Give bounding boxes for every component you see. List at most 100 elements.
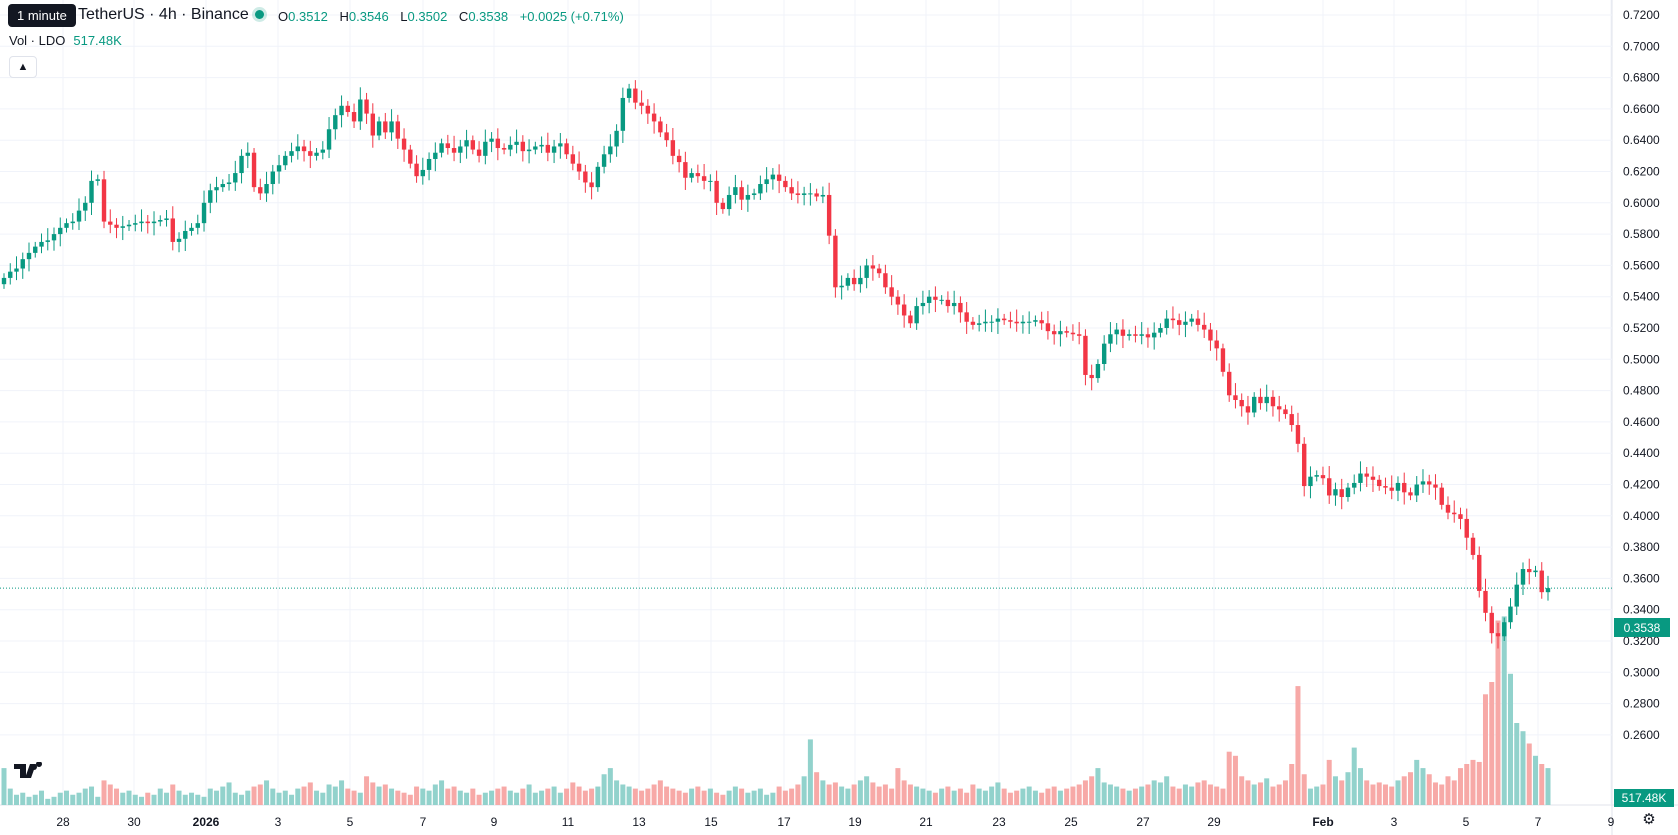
- volume-bar: [501, 786, 507, 805]
- volume-bar: [720, 794, 726, 805]
- volume-bar: [907, 784, 913, 805]
- volume-bar: [839, 786, 845, 805]
- candle-body: [1527, 569, 1532, 573]
- symbol-title[interactable]: TetherUS · 4h · Binance: [78, 6, 249, 23]
- candle-body: [164, 218, 169, 221]
- price-tick-label: 0.2600: [1623, 728, 1660, 742]
- volume-bar: [1270, 786, 1276, 805]
- candle-body: [1095, 363, 1101, 379]
- collapse-legend-button[interactable]: ▲: [9, 56, 37, 78]
- volume-bar: [1257, 782, 1263, 805]
- volume-bar: [1139, 786, 1145, 805]
- candle-body: [601, 154, 607, 167]
- high-label: H: [339, 9, 349, 24]
- candle-body: [1001, 318, 1007, 321]
- volume-bar: [1045, 788, 1051, 805]
- volume-bar: [245, 790, 251, 805]
- candle-body: [845, 277, 851, 286]
- volume-bar: [251, 786, 257, 805]
- volume-bar: [1382, 784, 1388, 805]
- candle-body: [933, 296, 938, 300]
- price-tick-label: 0.4800: [1623, 384, 1660, 398]
- volume-bar: [982, 790, 988, 805]
- volume-bar: [370, 782, 376, 805]
- volume-bar: [1351, 747, 1357, 805]
- candle-body: [239, 155, 244, 174]
- candle-body: [520, 141, 526, 152]
- volume-bar: [826, 784, 832, 805]
- volume-bar: [220, 786, 226, 805]
- candle-body: [476, 149, 482, 156]
- candle-body: [1395, 482, 1401, 491]
- candle-body: [270, 171, 275, 185]
- market-status-icon[interactable]: [255, 10, 264, 19]
- volume-bar: [1451, 780, 1457, 805]
- volume-bar: [945, 786, 951, 805]
- volume-bar: [1220, 788, 1226, 805]
- volume-bar: [595, 786, 601, 805]
- volume-bar: [632, 788, 638, 805]
- volume-bar: [1120, 788, 1126, 805]
- volume-legend[interactable]: Vol · LDO 517.48K: [9, 33, 122, 48]
- volume-bar: [482, 792, 488, 805]
- candle-body: [20, 259, 25, 269]
- candle-body: [301, 146, 307, 152]
- volume-bar: [432, 784, 438, 805]
- tradingview-logo-icon[interactable]: [14, 761, 46, 784]
- volume-bar: [1057, 790, 1063, 805]
- time-tick-label: 5: [1463, 815, 1470, 829]
- candle-body: [1151, 332, 1157, 338]
- volume-bar: [1126, 790, 1132, 805]
- volume-bar: [1314, 786, 1320, 805]
- volume-bar: [851, 784, 857, 805]
- time-tick-label: 17: [777, 815, 791, 829]
- time-axis[interactable]: 28 30 2026 3 5 7 9 11 13 15 17 19 21 23 25 27 29 Feb 3 5 7 9: [56, 815, 1614, 829]
- candle-body: [789, 187, 794, 194]
- volume-bar: [601, 774, 607, 805]
- candle-body: [526, 149, 532, 152]
- volume-bar: [889, 788, 895, 805]
- volume-bar: [264, 780, 270, 805]
- volume-bar: [1526, 743, 1532, 805]
- low-label: L: [400, 9, 408, 24]
- settings-gear-icon[interactable]: ⚙: [1642, 811, 1656, 828]
- candle-body: [1358, 473, 1363, 483]
- volume-bar: [776, 786, 782, 805]
- candle-body: [358, 99, 363, 122]
- volume-bar: [1214, 786, 1220, 805]
- chevron-up-icon: ▲: [17, 61, 29, 73]
- volume-bar: [151, 794, 157, 805]
- time-tick-label: 30: [127, 815, 141, 829]
- volume-bar: [357, 792, 363, 805]
- candle-body: [883, 273, 888, 288]
- volume-bar: [1176, 788, 1182, 805]
- candle-body: [89, 180, 94, 203]
- candle-body: [1195, 318, 1201, 325]
- candle-body: [1101, 343, 1107, 364]
- candle-body: [570, 154, 576, 164]
- candle-body: [251, 152, 257, 188]
- volume-bar: [270, 788, 276, 805]
- volume-bar: [57, 792, 63, 805]
- volume-bar: [882, 784, 888, 805]
- volume-bar: [864, 776, 870, 805]
- volume-bar: [1520, 731, 1526, 805]
- price-tick-label: 0.5800: [1623, 227, 1660, 241]
- volume-bar: [226, 782, 232, 805]
- volume-bar: [1114, 786, 1120, 805]
- volume-bar: [745, 792, 751, 805]
- volume-bar: [814, 772, 820, 805]
- volume-bar: [307, 782, 313, 805]
- volume-bar: [1032, 790, 1038, 805]
- volume-bar: [89, 786, 95, 805]
- price-axis[interactable]: 0.7200 0.7000 0.6800 0.6600 0.6400 0.6200 0.60…: [1623, 8, 1660, 742]
- time-tick-label: Feb: [1312, 815, 1333, 829]
- volume-bar: [1007, 792, 1013, 805]
- candle-body: [758, 184, 763, 194]
- price-tick-label: 0.3000: [1623, 665, 1660, 679]
- volume-bar: [532, 792, 538, 805]
- candle-body: [1277, 406, 1282, 410]
- volume-bar: [214, 790, 220, 805]
- volume-bar: [451, 786, 457, 805]
